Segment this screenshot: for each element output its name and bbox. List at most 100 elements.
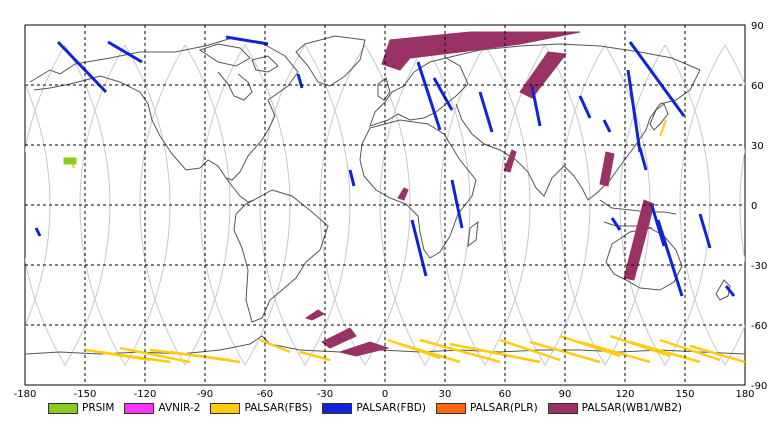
fbs-swath — [499, 338, 561, 362]
legend-swatch — [210, 402, 241, 414]
fbd-swath — [656, 219, 684, 297]
legend-label: PALSAR(PLR) — [469, 402, 538, 414]
north-america-coast — [29, 37, 299, 181]
legend-swatch — [124, 402, 155, 414]
fbd-swath — [296, 73, 304, 89]
fbd-swath — [432, 77, 454, 111]
lon-tick-label: -150 — [74, 389, 97, 400]
lon-tick-label: -180 — [14, 389, 37, 400]
fbd-swath — [450, 179, 464, 229]
legend-item: PALSAR(FBS) — [210, 402, 312, 414]
orbit-track — [439, 44, 531, 366]
orbit-track — [319, 44, 411, 366]
legend: PRSIM AVNIR-2 PALSAR(FBS) PALSAR(FBD) PALSAR… — [48, 402, 692, 414]
lon-tick-label: 90 — [559, 389, 572, 400]
fbd-swath — [626, 69, 642, 153]
fbd-swath — [610, 217, 622, 231]
hudson-bay — [217, 71, 253, 101]
axis-ticks: -180 -150 -120 -90 -60 -30 0 30 60 90 120 150 180 90 6… — [14, 21, 768, 400]
legend-swatch — [435, 402, 466, 414]
orbit-track — [619, 44, 711, 366]
lon-tick-label: -30 — [317, 389, 333, 400]
orbit-track — [379, 44, 471, 366]
fbs-swath — [259, 338, 291, 354]
wb-swath-india — [599, 151, 615, 187]
fbd-swath — [348, 169, 356, 187]
lat-tick-label: 60 — [751, 81, 764, 92]
orbit-track — [79, 44, 171, 366]
fbd-swath — [107, 40, 143, 64]
coverage-swaths — [34, 31, 745, 364]
wb-swath-southern-ocean-1 — [321, 327, 357, 349]
orbit-track — [25, 83, 51, 327]
japan-coast — [649, 103, 669, 131]
fbd-swath — [638, 147, 648, 171]
fbd-swath — [628, 41, 686, 117]
fbd-swath — [650, 205, 666, 247]
lon-tick-label: 0 — [382, 389, 388, 400]
wb-swath-africa — [397, 187, 409, 201]
fbs-swath — [659, 338, 721, 362]
fbd-swath — [410, 219, 428, 277]
legend-swatch — [48, 402, 78, 414]
lon-tick-label: 180 — [735, 389, 754, 400]
fbd-swath — [602, 119, 612, 133]
fbd-swath — [478, 91, 494, 133]
legend-swatch — [322, 402, 353, 414]
lon-tick-label: 150 — [675, 389, 694, 400]
fbd-swath — [530, 85, 542, 127]
fbd-swath — [698, 213, 712, 249]
orbit-tracks — [25, 44, 745, 366]
legend-item: PALSAR(PLR) — [435, 402, 538, 414]
fbd-swath — [416, 61, 442, 131]
fbs-swath — [299, 350, 331, 362]
orbit-track — [25, 44, 111, 366]
wb-swath-arabia — [503, 149, 517, 173]
australia-coast — [605, 227, 683, 291]
lat-tick-label: -90 — [751, 381, 767, 392]
lat-tick-label: -30 — [751, 261, 767, 272]
lon-tick-label: 60 — [499, 389, 512, 400]
legend-label: PALSAR(FBD) — [356, 402, 426, 414]
africa-coast — [359, 119, 477, 259]
orbit-track — [259, 44, 351, 366]
legend-label: AVNIR-2 — [158, 402, 201, 414]
orbit-track — [139, 44, 231, 366]
legend-item: PALSAR(FBD) — [322, 402, 426, 414]
prism-swath — [63, 157, 77, 165]
fbd-swath — [56, 40, 108, 94]
fbs-swath — [119, 346, 191, 364]
lon-tick-label: -60 — [257, 389, 273, 400]
fbs-swath — [629, 340, 701, 364]
fbd-swath — [578, 95, 592, 119]
legend-item: AVNIR-2 — [124, 402, 200, 414]
wb-swath-arctic — [381, 31, 581, 71]
south-america-coast — [233, 189, 329, 323]
fbd-swath — [225, 35, 269, 46]
wb-swath-southern-ocean-2 — [338, 341, 390, 357]
orbit-track — [199, 44, 291, 366]
legend-item: PRSIM — [48, 402, 114, 414]
wb-swath-indonesia — [623, 199, 655, 281]
orbit-track — [559, 44, 651, 366]
lon-tick-label: 30 — [439, 389, 452, 400]
lat-tick-label: 90 — [751, 21, 764, 32]
lon-tick-label: -90 — [197, 389, 213, 400]
legend-label: PRSIM — [82, 402, 115, 414]
asia-coast — [445, 43, 701, 201]
lon-tick-label: 120 — [615, 389, 634, 400]
fbs-swath — [579, 340, 651, 364]
wb-swath-south-atlantic — [304, 309, 325, 321]
greenland-coast — [295, 35, 366, 87]
madagascar-coast — [467, 220, 479, 248]
fbd-swath — [724, 285, 736, 297]
fbd-swath — [34, 227, 42, 237]
legend-label: PALSAR(FBS) — [244, 402, 313, 414]
central-america-coast — [225, 177, 255, 203]
orbit-track — [679, 44, 745, 366]
lat-tick-label: -60 — [751, 321, 767, 332]
europe-coast — [369, 57, 469, 127]
lat-tick-label: 0 — [751, 201, 757, 212]
